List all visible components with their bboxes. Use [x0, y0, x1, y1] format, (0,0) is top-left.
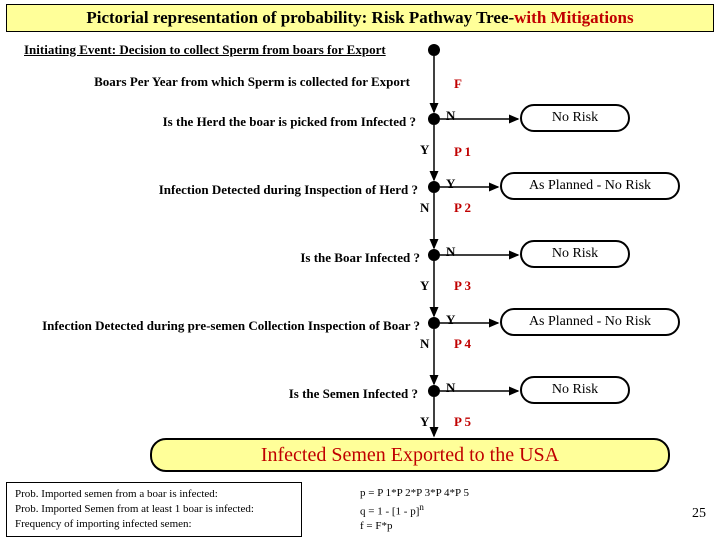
- outcome-box-4: No Risk: [520, 376, 630, 404]
- outcome-box-3: As Planned - No Risk: [500, 308, 680, 336]
- title-red: with Mitigations: [514, 8, 633, 27]
- formula-line-1: p = P 1*P 2*P 3*P 4*P 5: [360, 486, 469, 501]
- branch-label-9: P 3: [454, 278, 471, 294]
- stage-6: Is the Semen Infected ?: [258, 386, 418, 402]
- formula-box: p = P 1*P 2*P 3*P 4*P 5 q = 1 - [1 - p]n…: [360, 486, 469, 534]
- final-outcome-text: Infected Semen Exported to the USA: [261, 444, 559, 467]
- node-dot-4: [428, 317, 440, 329]
- branch-label-6: P 2: [454, 200, 471, 216]
- stage-4: Is the Boar Infected ?: [270, 250, 420, 266]
- formula-line-3: f = F*p: [360, 519, 469, 534]
- node-dot-2: [428, 181, 440, 193]
- title-black: Pictorial representation of probability:…: [86, 8, 514, 27]
- stage-5: Infection Detected during pre-semen Coll…: [0, 318, 420, 334]
- stage-2: Is the Herd the boar is picked from Infe…: [116, 114, 416, 130]
- stage-3: Infection Detected during Inspection of …: [108, 182, 418, 198]
- node-dot-0: [428, 44, 440, 56]
- branch-label-12: P 4: [454, 336, 471, 352]
- outcome-box-1: As Planned - No Risk: [500, 172, 680, 200]
- legend-line-1: Prob. Imported semen from a boar is infe…: [15, 487, 293, 502]
- branch-label-0: F: [454, 76, 462, 92]
- branch-label-11: N: [420, 336, 429, 352]
- legend-line-2: Prob. Imported Semen from at least 1 boa…: [15, 502, 293, 517]
- branch-label-10: Y: [446, 312, 455, 328]
- branch-label-5: N: [420, 200, 429, 216]
- branch-label-2: Y: [420, 142, 429, 158]
- node-dot-1: [428, 113, 440, 125]
- branch-label-13: N: [446, 380, 455, 396]
- final-outcome: Infected Semen Exported to the USA: [150, 438, 670, 472]
- branch-label-7: N: [446, 244, 455, 260]
- outcome-box-0: No Risk: [520, 104, 630, 132]
- legend-box: Prob. Imported semen from a boar is infe…: [6, 482, 302, 537]
- branch-label-1: N: [446, 108, 455, 124]
- node-dot-3: [428, 249, 440, 261]
- branch-label-14: Y: [420, 414, 429, 430]
- branch-label-4: Y: [446, 176, 455, 192]
- formula-line-2: q = 1 - [1 - p]n: [360, 501, 469, 520]
- legend-line-3: Frequency of importing infected semen:: [15, 517, 293, 532]
- stage-0: Initiating Event: Decision to collect Sp…: [24, 42, 424, 58]
- stage-1: Boars Per Year from which Sperm is colle…: [50, 74, 410, 90]
- node-dot-5: [428, 385, 440, 397]
- outcome-box-2: No Risk: [520, 240, 630, 268]
- title-text: Pictorial representation of probability:…: [86, 8, 633, 28]
- title-bar: Pictorial representation of probability:…: [6, 4, 714, 32]
- branch-label-3: P 1: [454, 144, 471, 160]
- branch-label-15: P 5: [454, 414, 471, 430]
- branch-label-8: Y: [420, 278, 429, 294]
- page-number: 25: [692, 506, 706, 522]
